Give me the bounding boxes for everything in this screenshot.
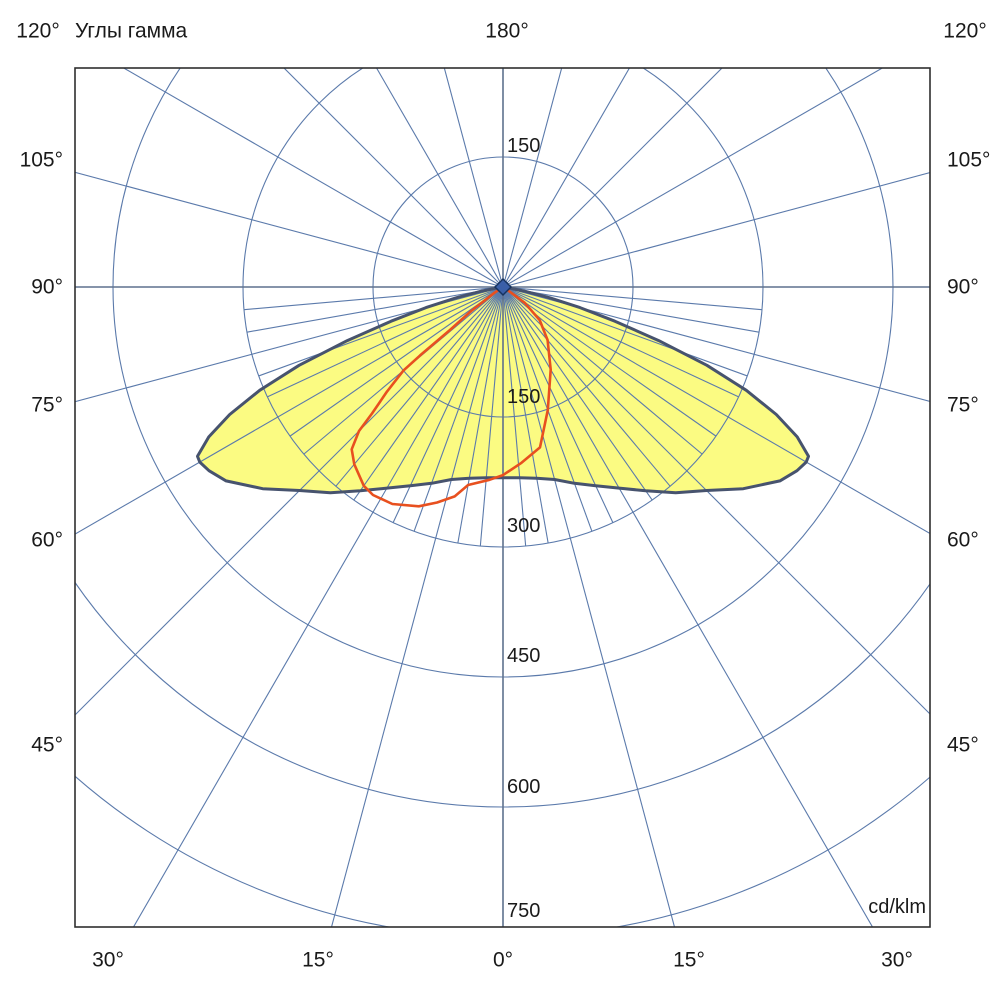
angular-grid-ray	[443, 68, 504, 288]
angular-grid-ray	[502, 286, 930, 535]
angular-grid-ray	[289, 286, 504, 437]
gamma-label-right: 60°	[947, 528, 979, 552]
gamma-label-left: 105°	[19, 148, 63, 172]
angular-grid-ray	[392, 286, 504, 523]
angular-grid-ray	[502, 286, 739, 398]
gamma-label-left: 90°	[31, 275, 63, 299]
angular-grid-ray	[132, 286, 504, 927]
radial-tick-label: 600	[507, 776, 541, 798]
gamma-label-left: 45°	[31, 733, 63, 757]
angular-grid-ray	[502, 286, 930, 402]
angle-label-180: 180°	[485, 19, 529, 43]
angular-grid-ray	[502, 286, 748, 377]
angular-grid-ray	[283, 68, 504, 288]
radial-tick-label: 750	[507, 900, 541, 922]
pole-marker	[493, 277, 513, 297]
gamma-label-bottom: 30°	[92, 948, 124, 972]
angular-grid-ray	[246, 286, 504, 333]
angular-grid-ray	[267, 286, 504, 398]
angular-grid-ray	[502, 286, 930, 715]
angular-grid-ray	[502, 286, 653, 501]
plot-frame	[74, 67, 931, 928]
angular-grid-ray	[122, 68, 504, 288]
unit-label: cd/klm	[868, 896, 926, 918]
angular-grid-ray	[502, 286, 527, 547]
angular-grid-ray	[502, 286, 763, 311]
angular-grid-ray	[502, 286, 760, 333]
gamma-label-right: 45°	[947, 733, 979, 757]
angular-grid-ray	[330, 286, 504, 927]
gamma-label-left: 60°	[31, 528, 63, 552]
angular-grid-ray	[502, 286, 614, 523]
radial-tick-label: 150	[507, 135, 541, 157]
angular-grid-ray	[75, 286, 504, 403]
corner-angle-label-top-right: 120°	[943, 19, 987, 43]
radial-tick-label: 300	[507, 515, 541, 537]
angular-grid-ray	[353, 286, 504, 501]
angular-grid-ray	[502, 68, 563, 288]
angular-grid-ray	[75, 171, 504, 288]
angular-grid-ray	[502, 68, 631, 288]
angular-grid-ray	[479, 286, 504, 547]
radial-tick-label: 150	[507, 386, 541, 408]
angular-grid-ray	[502, 286, 549, 544]
gamma-label-bottom: 30°	[881, 948, 913, 972]
corner-angle-label-top-left: 120°	[16, 19, 60, 43]
beam-lobe-outline	[196, 285, 810, 495]
gamma-label-right: 105°	[947, 148, 991, 172]
gamma-label-bottom: 15°	[302, 948, 334, 972]
angular-grid-ray	[502, 286, 874, 927]
angular-grid-ray	[75, 286, 504, 535]
radial-tick-label: 450	[507, 645, 541, 667]
angular-grid-ray	[502, 68, 884, 288]
gamma-label-right: 90°	[947, 275, 979, 299]
red-beam-curve	[350, 285, 552, 508]
gamma-label-left: 75°	[31, 393, 63, 417]
angular-grid-ray	[413, 286, 504, 532]
angular-grid-ray	[457, 286, 504, 544]
chart-title: Углы гамма	[75, 19, 188, 43]
angular-grid-ray	[502, 286, 671, 487]
gamma-label-right: 75°	[947, 393, 979, 417]
angular-grid-ray	[75, 286, 504, 716]
angular-grid-ray	[502, 172, 930, 288]
angular-grid-ray	[335, 286, 504, 487]
angular-grid-ray	[243, 286, 504, 311]
angular-grid-ray	[258, 286, 504, 377]
angular-grid-ray	[502, 286, 676, 927]
angular-grid-ray	[375, 68, 504, 288]
angular-grid-ray	[502, 68, 723, 288]
angular-grid-ray	[502, 286, 717, 437]
gamma-label-bottom: 15°	[673, 948, 705, 972]
gamma-label-bottom: 0°	[492, 948, 514, 972]
